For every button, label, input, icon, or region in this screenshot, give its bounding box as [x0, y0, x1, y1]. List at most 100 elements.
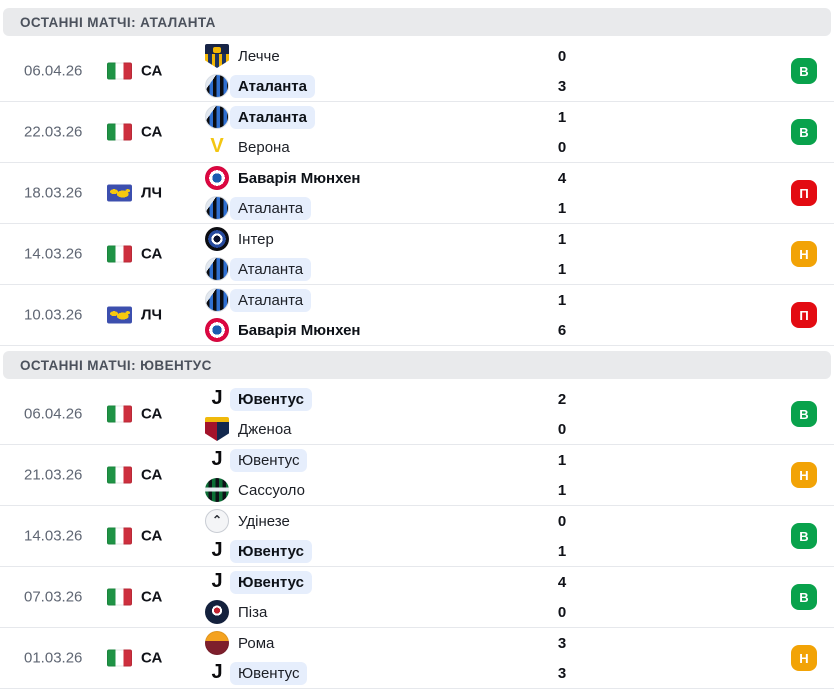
team-name[interactable]: Лечче: [238, 47, 280, 65]
team-line: Інтер 1: [205, 224, 774, 254]
match-date: 14.03.26: [24, 245, 83, 263]
competition-label: СА: [141, 649, 163, 667]
team-name[interactable]: Рома: [238, 634, 275, 652]
match-date: 10.03.26: [24, 306, 83, 324]
result-badge-win: В: [791, 523, 817, 549]
bayern-logo: [205, 318, 229, 342]
competition: СА: [107, 649, 163, 667]
match-row[interactable]: 10.03.26 ЛЧ Аталанта 1 Баварія Мюнхен 6 П: [0, 285, 834, 346]
juventus-logo: [205, 448, 229, 472]
team-score: 0: [557, 420, 567, 438]
team-line: Ювентус 2: [205, 384, 774, 414]
team-line: Ювентус 4: [205, 567, 774, 597]
match-row[interactable]: 06.04.26 СА Ювентус 2 Дженоа 0 В: [0, 384, 834, 445]
team-line: Аталанта 1: [205, 193, 774, 223]
match-row[interactable]: 01.03.26 СА Рома 3 Ювентус 3 Н: [0, 628, 834, 689]
team-name[interactable]: Дженоа: [238, 420, 292, 438]
competition-label: СА: [141, 527, 163, 545]
match-date: 22.03.26: [24, 123, 83, 141]
atalanta-logo: [205, 288, 229, 312]
teams-column: Ювентус 1 Сассуоло 1: [205, 445, 774, 505]
teams-column: Удінезе 0 Ювентус 1: [205, 506, 774, 566]
team-line: Сассуоло 1: [205, 475, 774, 505]
teams-column: Баварія Мюнхен 4 Аталанта 1: [205, 163, 774, 223]
juventus-logo: [205, 539, 229, 563]
competition: СА: [107, 123, 163, 141]
team-score: 1: [557, 108, 567, 126]
teams-column: Інтер 1 Аталанта 1: [205, 224, 774, 284]
result-badge-draw: Н: [791, 462, 817, 488]
match-date: 18.03.26: [24, 184, 83, 202]
competition: СА: [107, 466, 162, 484]
team-score: 0: [557, 138, 567, 156]
team-score: 4: [557, 169, 567, 187]
competition: СА: [107, 245, 163, 263]
team-name[interactable]: Ювентус: [230, 661, 308, 685]
team-line: Аталанта 1: [205, 285, 774, 315]
team-name[interactable]: Ювентус: [230, 570, 312, 594]
result-badge-win: В: [791, 584, 817, 610]
competition-label: СА: [141, 62, 163, 80]
team-name[interactable]: Сассуоло: [238, 481, 305, 499]
team-name[interactable]: Ювентус: [230, 387, 312, 411]
match-row[interactable]: 14.03.26 СА Інтер 1 Аталанта 1 Н: [0, 224, 834, 285]
team-name[interactable]: Аталанта: [230, 196, 312, 220]
team-name[interactable]: Баварія Мюнхен: [238, 169, 361, 187]
competition-label: ЛЧ: [141, 184, 163, 202]
atalanta-logo: [205, 257, 229, 281]
match-row[interactable]: 21.03.26 СА Ювентус 1 Сассуоло 1 Н: [0, 445, 834, 506]
team-name[interactable]: Аталанта: [230, 74, 315, 98]
match-date: 14.03.26: [24, 527, 83, 545]
genoa-logo: [205, 417, 229, 441]
champions-league-flag-icon: [107, 306, 132, 324]
team-name[interactable]: Ювентус: [230, 448, 308, 472]
team-name[interactable]: Удінезе: [238, 512, 290, 530]
team-score: 1: [557, 291, 567, 309]
team-name[interactable]: Ювентус: [230, 539, 312, 563]
team-line: Аталанта 1: [205, 102, 774, 132]
result-badge-win: В: [791, 119, 817, 145]
roma-logo: [205, 631, 229, 655]
team-line: Аталанта 1: [205, 254, 774, 284]
italy-flag-icon: [107, 245, 132, 263]
juventus-logo: [205, 387, 229, 411]
team-line: Ювентус 1: [205, 445, 774, 475]
team-score: 0: [557, 512, 567, 530]
italy-flag-icon: [107, 466, 132, 484]
match-date: 06.04.26: [24, 405, 83, 423]
competition-label: СА: [141, 245, 163, 263]
team-name[interactable]: Аталанта: [230, 288, 312, 312]
team-name[interactable]: Аталанта: [230, 105, 315, 129]
match-date: 01.03.26: [24, 649, 83, 667]
match-row[interactable]: 07.03.26 СА Ювентус 4 Піза 0 В: [0, 567, 834, 628]
match-row[interactable]: 18.03.26 ЛЧ Баварія Мюнхен 4 Аталанта 1 П: [0, 163, 834, 224]
team-name[interactable]: Піза: [238, 603, 268, 621]
team-score: 2: [557, 390, 567, 408]
team-name[interactable]: Аталанта: [230, 257, 312, 281]
competition: СА: [107, 62, 163, 80]
section-header: ОСТАННІ МАТЧІ: ЮВЕНТУС: [3, 351, 831, 379]
lecce-logo: [205, 44, 229, 68]
team-score: 1: [557, 199, 567, 217]
italy-flag-icon: [107, 123, 132, 141]
team-name[interactable]: Баварія Мюнхен: [238, 321, 361, 339]
result-badge-loss: П: [791, 302, 817, 328]
champions-league-flag-icon: [107, 184, 132, 202]
team-name[interactable]: Інтер: [238, 230, 274, 248]
match-row[interactable]: 06.04.26 СА Лечче 0 Аталанта 3 В: [0, 41, 834, 102]
team-line: Дженоа 0: [205, 414, 774, 444]
udinese-logo: [205, 509, 229, 533]
match-row[interactable]: 14.03.26 СА Удінезе 0 Ювентус 1 В: [0, 506, 834, 567]
competition-label: СА: [141, 123, 163, 141]
team-score: 3: [557, 77, 567, 95]
match-date: 07.03.26: [24, 588, 83, 606]
italy-flag-icon: [107, 588, 132, 606]
team-score: 6: [557, 321, 567, 339]
inter-logo: [205, 227, 229, 251]
team-score: 3: [557, 634, 567, 652]
result-badge-win: В: [791, 401, 817, 427]
teams-column: Рома 3 Ювентус 3: [205, 628, 774, 688]
pisa-logo: [205, 600, 229, 624]
match-row[interactable]: 22.03.26 СА Аталанта 1 Верона 0 В: [0, 102, 834, 163]
team-name[interactable]: Верона: [238, 138, 290, 156]
